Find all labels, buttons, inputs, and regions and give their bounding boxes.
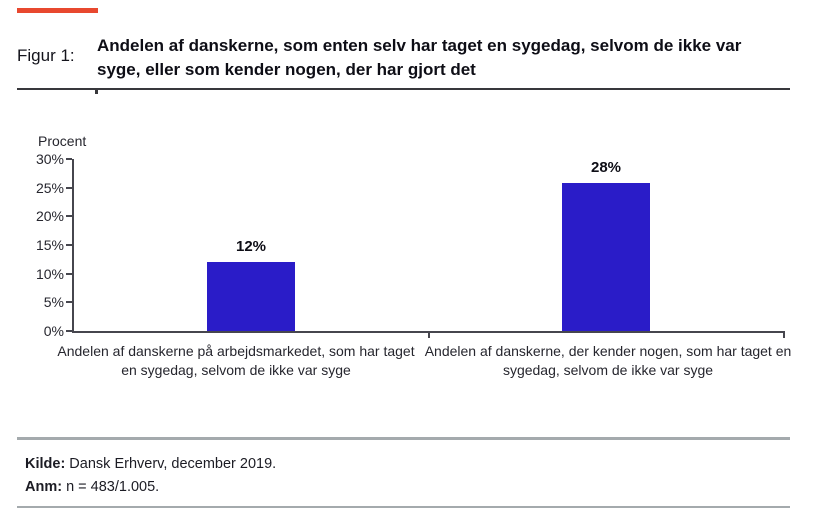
y-tick-mark xyxy=(66,330,72,332)
note-line: Anm: n = 483/1.005. xyxy=(25,476,276,499)
bar-chart: Procent 30% 25% 20% 15% 10% 5% 0% 12% 28% Ande… xyxy=(0,130,814,400)
y-tick-mark xyxy=(66,301,72,304)
footer-rule-top xyxy=(17,437,790,440)
plot-area: 30% 25% 20% 15% 10% 5% 0% 12% 28% xyxy=(36,151,785,339)
y-tick-label: 0% xyxy=(43,323,64,339)
y-tick-label: 25% xyxy=(35,179,64,196)
bar-value-label: 12% xyxy=(235,238,267,256)
figure-title: Andelen af danskerne, som enten selv har… xyxy=(97,36,742,79)
y-tick-label: 30% xyxy=(35,151,64,167)
y-tick-label: 10% xyxy=(35,265,64,282)
bar xyxy=(207,262,295,331)
source-label: Kilde: xyxy=(25,456,66,472)
source-line: Kilde: Dansk Erhverv, december 2019. xyxy=(25,453,276,476)
y-tick-mark xyxy=(66,215,72,218)
figure-label: Figur 1: xyxy=(17,46,75,65)
bar-value-label: 28% xyxy=(590,159,622,176)
header-rule-tick xyxy=(95,90,98,94)
note-label: Anm: xyxy=(25,479,63,495)
bar-group: 28% xyxy=(562,159,650,331)
bar xyxy=(562,183,650,331)
x-category-label: Andelen af danskerne, der kender nogen, … xyxy=(424,343,792,378)
footer-notes: Kilde: Dansk Erhverv, december 2019. Anm… xyxy=(25,453,276,499)
x-axis-tick-mid xyxy=(428,333,430,338)
y-tick-mark xyxy=(66,272,72,275)
accent-bar xyxy=(17,8,98,13)
y-tick-mark xyxy=(66,158,72,160)
y-tick-mark xyxy=(66,186,72,189)
note-text: n = 483/1.005. xyxy=(62,479,160,495)
y-tick-label: 15% xyxy=(35,237,64,253)
x-category-label: Andelen af danskerne på arbejdsmarkedet,… xyxy=(57,343,415,378)
y-tick-mark xyxy=(66,244,72,246)
bar-group: 12% xyxy=(207,159,295,331)
y-tick-label: 5% xyxy=(43,294,64,311)
y-axis-title: Procent xyxy=(38,133,87,149)
source-text: Dansk Erhverv, december 2019. xyxy=(65,456,277,472)
header-rule xyxy=(17,88,790,90)
footer-rule-bottom xyxy=(17,506,790,508)
x-axis-tick-end xyxy=(783,333,785,338)
y-tick-label: 20% xyxy=(35,208,64,225)
